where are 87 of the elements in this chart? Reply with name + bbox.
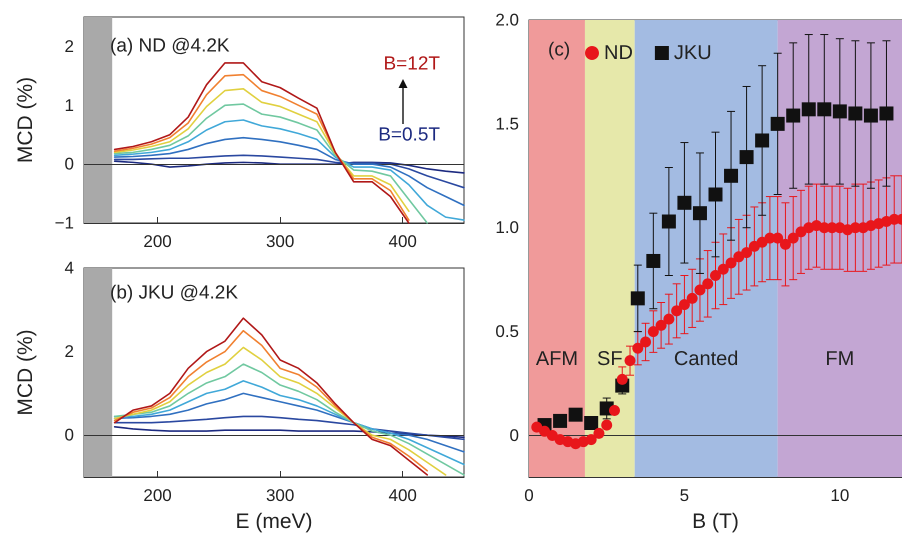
point [648,326,659,338]
x-tick-label: 200 [143,486,172,505]
point [786,108,800,123]
line-series [114,416,465,440]
point [724,168,738,183]
point [686,292,698,304]
point [702,278,714,290]
annotation: (b) JKU @4.2K [110,282,238,304]
y-tick-label: 1 [64,96,74,115]
point [601,420,612,431]
point [864,108,878,123]
point [848,106,862,120]
y-axis-title: MCD (%) [14,329,37,416]
point [632,342,644,354]
annotation: (a) ND @4.2K [110,36,230,56]
band-label: FM [825,348,854,370]
point [718,264,729,275]
point [586,434,597,446]
point [726,258,737,269]
annotation: (c) [548,40,570,60]
x-tick-label: 300 [266,486,294,505]
y-tick-label: 1.0 [495,218,519,238]
point [770,116,785,131]
point [795,226,806,238]
point [593,428,604,439]
band-label: SF [597,348,623,370]
x-tick-label: 5 [680,486,690,505]
point [692,206,707,220]
point [710,270,721,281]
point [832,104,847,118]
point [640,336,652,348]
point [817,102,832,116]
line-series [114,363,465,476]
point [663,314,674,325]
point [772,232,784,244]
point [646,254,660,268]
line-series [114,154,465,188]
point [677,196,692,210]
point [694,284,706,296]
point [802,102,816,116]
line-series [114,346,446,476]
annotation: B=0.5T [378,124,440,146]
point [788,232,799,244]
y-tick-label: 2 [64,36,74,56]
legend-label: JKU [674,42,712,64]
line-series [114,160,465,174]
y-tick-label: 2.0 [495,10,519,30]
y-tick-label: 0.5 [495,322,519,342]
point [741,247,752,258]
y-tick-label: 4 [64,258,74,278]
point [671,305,682,316]
point [584,416,598,430]
line-series [114,119,465,221]
x-tick-label: 200 [143,232,172,251]
point [656,320,667,331]
point [879,106,894,120]
point [608,405,620,416]
x-tick-label: 300 [266,232,294,251]
x-tick-label: 400 [388,486,417,505]
y-tick-label: 0 [64,154,74,174]
line-series [114,426,465,438]
y-tick-label: 1.5 [495,114,519,134]
x-tick-label: 10 [830,486,850,505]
y-axis-title: MCD (%) [14,76,37,164]
legend-label: ND [604,42,633,64]
point [708,187,722,202]
y-tick-label: 2 [64,342,74,362]
x-tick-label: 0 [524,486,534,505]
point [624,355,636,366]
y-tick-label: −1 [54,214,74,232]
y-tick-label: 0 [510,426,519,445]
x-axis-title: B (T) [692,510,739,533]
annotation: B=12T [383,54,440,74]
point [662,214,676,228]
point [630,291,645,306]
point [740,150,754,164]
x-tick-label: 400 [388,232,417,251]
point [678,299,690,310]
y-tick-label: 0 [64,426,74,445]
point [616,374,628,385]
band-label: AFM [536,348,578,370]
point [553,414,568,428]
point [755,133,770,148]
point [780,238,791,250]
point [568,408,583,422]
x-axis-title: E (meV) [235,510,313,533]
band-label: Canted [674,348,738,370]
